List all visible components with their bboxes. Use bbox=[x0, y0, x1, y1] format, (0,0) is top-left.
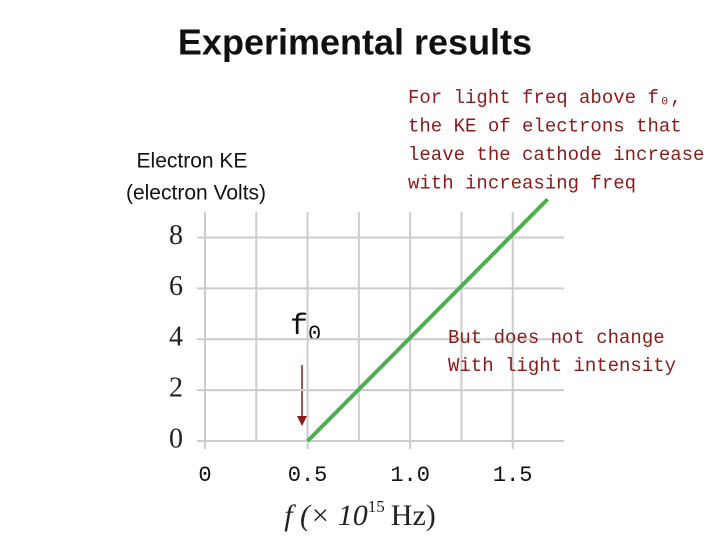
f0-base: f bbox=[290, 310, 308, 344]
note-text: leave the cathode increase bbox=[408, 144, 704, 166]
note-text: But does not change bbox=[448, 327, 665, 349]
x-label: f (× 1015 Hz) bbox=[284, 497, 436, 532]
y-tick-label: 4 bbox=[169, 322, 183, 353]
f0-arrowhead bbox=[297, 416, 307, 426]
note-text: With light intensity bbox=[448, 355, 676, 377]
x-tick-label: 0.5 bbox=[288, 463, 328, 488]
x-tick-label: 1.5 bbox=[493, 463, 533, 488]
x-label-unit: Hz) bbox=[391, 499, 436, 532]
f0-sub: 0 bbox=[308, 322, 321, 347]
note-text: For light freq above f₀, bbox=[408, 87, 682, 109]
note-text: with increasing freq bbox=[408, 173, 636, 195]
y-tick-label: 8 bbox=[169, 220, 183, 251]
x-label-base: f (× 10 bbox=[284, 499, 368, 532]
x-tick-label: 1.0 bbox=[390, 463, 430, 488]
y-label: (electron Volts) bbox=[126, 182, 266, 205]
x-tick-label: 0 bbox=[198, 463, 211, 488]
data-line bbox=[306, 197, 550, 443]
y-label: Electron KE bbox=[137, 150, 248, 173]
y-tick-label: 0 bbox=[169, 423, 183, 454]
y-tick-label: 6 bbox=[169, 271, 183, 302]
note-text: the KE of electrons that bbox=[408, 116, 682, 138]
y-tick-label: 2 bbox=[169, 373, 183, 404]
f0-label: f0 bbox=[290, 310, 321, 347]
x-label-sup: 15 bbox=[368, 497, 385, 516]
chart-title: Experimental results bbox=[178, 22, 532, 63]
